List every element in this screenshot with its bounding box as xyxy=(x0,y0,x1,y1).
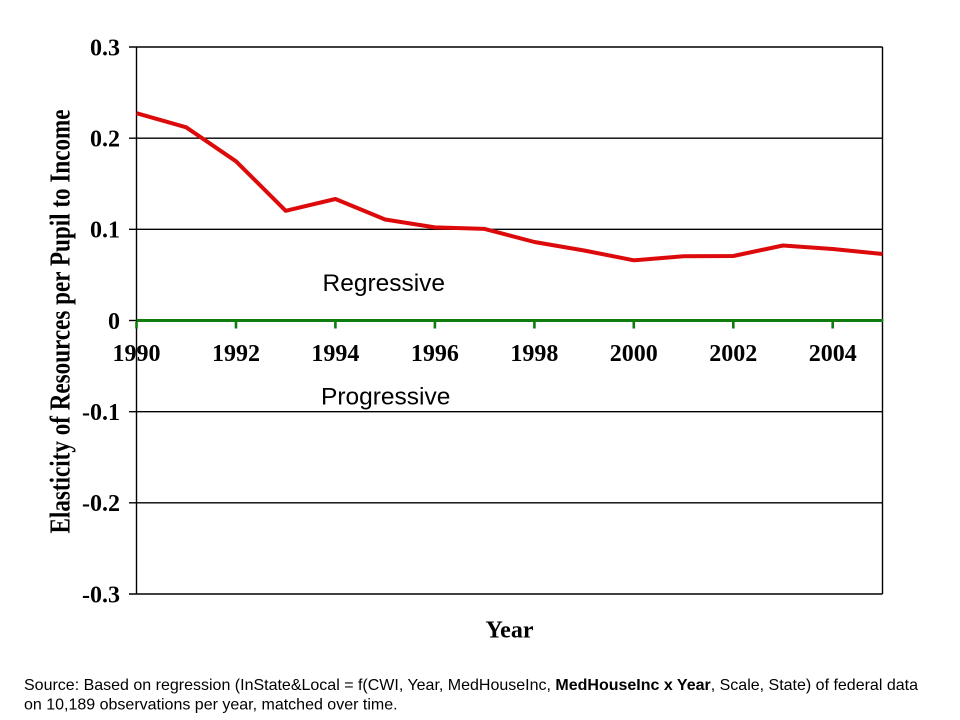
svg-text:-0.1: -0.1 xyxy=(82,400,120,426)
svg-text:1996: 1996 xyxy=(411,341,459,367)
svg-text:Year: Year xyxy=(486,618,534,644)
svg-text:on 10,189 observations per yea: on 10,189 observations per year, matched… xyxy=(24,697,398,714)
svg-text:Elasticity of Resources per Pu: Elasticity of Resources per Pupil to Inc… xyxy=(46,110,77,534)
svg-text:-0.2: -0.2 xyxy=(82,491,120,517)
svg-text:2004: 2004 xyxy=(809,341,857,367)
svg-text:Progressive: Progressive xyxy=(321,384,450,411)
svg-text:-0.3: -0.3 xyxy=(82,582,120,608)
svg-text:1998: 1998 xyxy=(510,341,558,367)
svg-text:1994: 1994 xyxy=(311,341,359,367)
svg-text:Regressive: Regressive xyxy=(323,270,446,297)
svg-text:1992: 1992 xyxy=(212,341,260,367)
svg-text:0.1: 0.1 xyxy=(90,218,120,244)
svg-text:0: 0 xyxy=(108,309,120,335)
svg-text:2000: 2000 xyxy=(610,341,658,367)
svg-text:0.3: 0.3 xyxy=(90,35,120,61)
svg-text:2002: 2002 xyxy=(709,341,757,367)
svg-text:0.2: 0.2 xyxy=(90,127,120,153)
svg-text:Source: Based on regression (I: Source: Based on regression (InState&Loc… xyxy=(24,677,918,694)
svg-text:1990: 1990 xyxy=(113,341,161,367)
